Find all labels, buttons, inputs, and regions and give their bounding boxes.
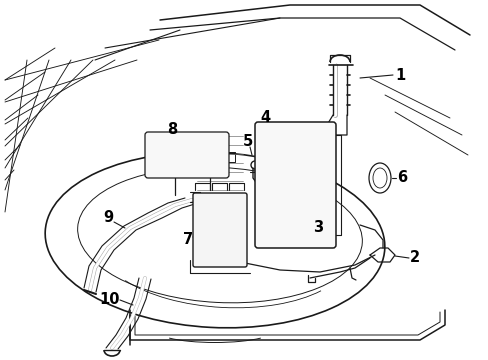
Ellipse shape	[368, 163, 390, 193]
FancyBboxPatch shape	[254, 122, 335, 248]
Text: 5: 5	[243, 135, 253, 149]
Ellipse shape	[372, 168, 386, 188]
Text: 1: 1	[394, 68, 404, 82]
FancyBboxPatch shape	[193, 193, 246, 267]
Text: 8: 8	[166, 122, 177, 138]
Text: 10: 10	[100, 292, 120, 307]
Text: 9: 9	[103, 211, 113, 225]
Text: 4: 4	[260, 111, 269, 126]
Text: 7: 7	[183, 233, 193, 248]
FancyBboxPatch shape	[145, 132, 228, 178]
Text: 3: 3	[312, 220, 323, 235]
Ellipse shape	[45, 152, 384, 328]
Text: 6: 6	[396, 171, 406, 185]
Text: 2: 2	[409, 251, 419, 265]
